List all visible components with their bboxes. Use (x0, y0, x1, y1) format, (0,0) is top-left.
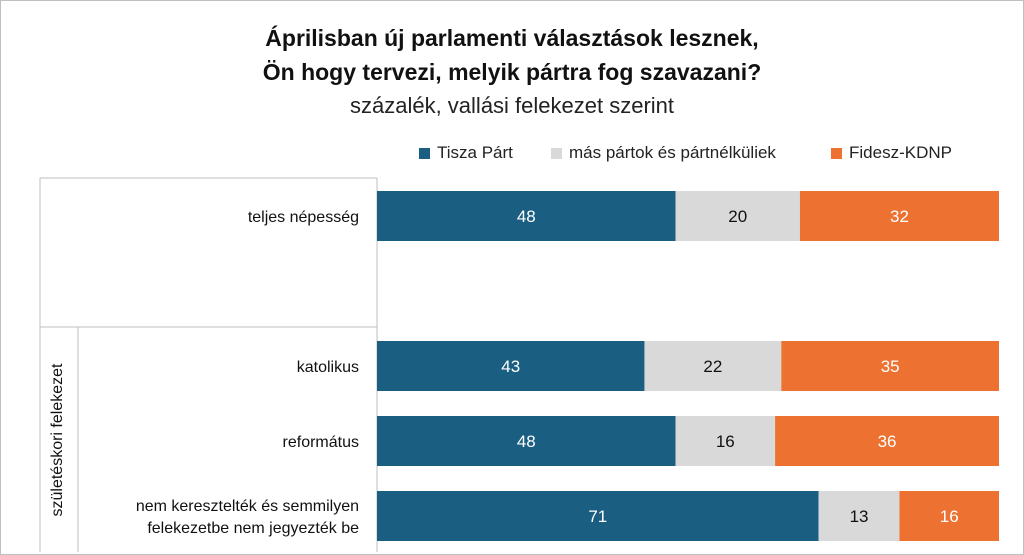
data-label: 32 (890, 207, 909, 226)
data-label: 35 (881, 357, 900, 376)
bar-segment (899, 491, 999, 541)
legend-label-tisza: Tisza Párt (437, 143, 513, 162)
legend-item-tisza: Tisza Párt (419, 141, 513, 165)
bar-segment (818, 491, 900, 541)
category-label: nem keresztelték és semmilyen (136, 498, 359, 515)
legend-swatch-fidesz (831, 147, 842, 159)
category-label: katolikus (297, 359, 359, 376)
category-label: református (283, 434, 359, 451)
data-label: 71 (588, 507, 607, 526)
chart-title-line-2: Ön hogy tervezi, melyik pártra fog szava… (262, 59, 762, 85)
data-label: 43 (501, 357, 520, 376)
data-label: 16 (940, 507, 959, 526)
data-label: 48 (517, 207, 536, 226)
bar-segment (377, 341, 645, 391)
bar-segment (675, 416, 776, 466)
legend-label-mas: más pártok és pártnélküliek (569, 143, 776, 162)
category-label: teljes népesség (248, 209, 359, 226)
legend-item-mas: más pártok és pártnélküliek (551, 141, 776, 165)
legend-label-fidesz: Fidesz-KDNP (849, 143, 952, 162)
bar-segment (675, 191, 800, 241)
bar-segment (781, 341, 999, 391)
legend-swatch-tisza (419, 147, 430, 159)
group-label: születéskori felekezet (49, 363, 66, 517)
data-label: 20 (728, 207, 747, 226)
data-label: 16 (716, 432, 735, 451)
chart-subtitle: százalék, vallási felekezet szerint (349, 93, 675, 118)
category-label: felekezetbe nem jegyezték be (147, 520, 359, 537)
data-label: 13 (850, 507, 869, 526)
bar-segment (377, 191, 676, 241)
chart-title-line-1: Áprilisban új parlamenti választások les… (265, 25, 759, 51)
legend-item-fidesz: Fidesz-KDNP (831, 141, 952, 165)
data-label: 36 (878, 432, 897, 451)
bar-segment (377, 416, 676, 466)
bar-segment (377, 491, 819, 541)
data-label: 22 (703, 357, 722, 376)
bar-segment (644, 341, 782, 391)
bar-segment (775, 416, 999, 466)
data-label: 48 (517, 432, 536, 451)
legend: Tisza Párt más pártok és pártnélküliek F… (0, 141, 1024, 165)
legend-swatch-mas (551, 147, 562, 159)
bar-segment (799, 191, 999, 241)
